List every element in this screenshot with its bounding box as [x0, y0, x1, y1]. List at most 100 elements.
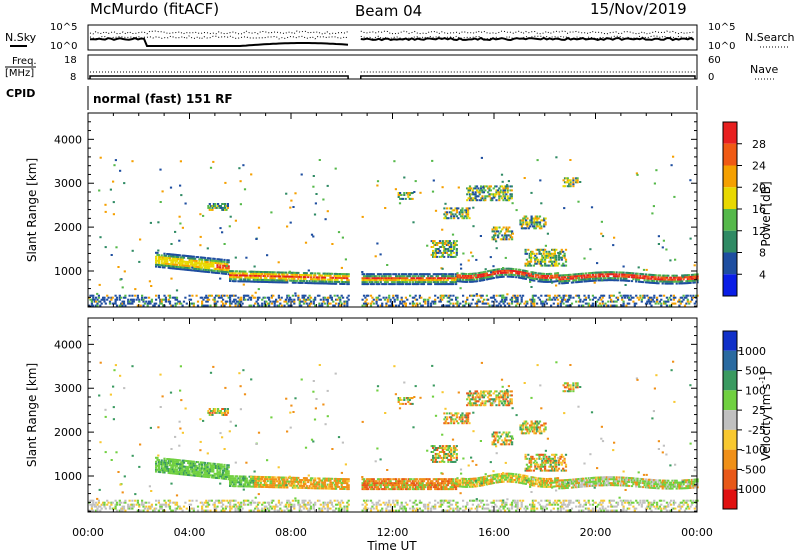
power-cell [470, 187, 473, 190]
velocity-cell [184, 471, 187, 474]
power-cell [577, 200, 580, 203]
velocity-cell [436, 478, 440, 481]
power-cell [556, 304, 560, 307]
power-cell [670, 298, 673, 301]
power-cell [483, 273, 486, 276]
velocity-cell [478, 482, 481, 485]
power-cell [138, 298, 141, 301]
power-cell [537, 217, 540, 220]
power-cell [570, 281, 574, 284]
velocity-cell [400, 486, 403, 489]
power-cell [439, 298, 442, 301]
velocity-cell [188, 472, 191, 475]
power-cell [326, 298, 329, 301]
power-cell [209, 269, 212, 272]
power-cell [240, 298, 243, 301]
power-cell [551, 248, 554, 251]
power-cell [385, 281, 388, 284]
power-cell [461, 209, 464, 212]
power-cell [510, 197, 513, 200]
power-cell [219, 264, 222, 267]
power-cell [450, 211, 453, 214]
velocity-cell [471, 481, 474, 484]
power-cell [90, 300, 93, 303]
power-cell [579, 280, 582, 283]
power-cell [466, 278, 469, 281]
velocity-cell [329, 477, 332, 480]
velocity-cell [157, 463, 160, 465]
velocity-cell [469, 479, 472, 482]
power-cell [418, 277, 421, 280]
velocity-cell [453, 482, 456, 485]
velocity-cell [369, 488, 373, 491]
power-cell [577, 304, 581, 307]
power-cell [289, 298, 292, 301]
power-cell [312, 300, 315, 303]
power-cell [185, 260, 188, 263]
power-cell [277, 275, 280, 278]
power-cell [446, 213, 449, 216]
power-cell [308, 302, 311, 305]
power-cell [111, 296, 114, 299]
power-cell [492, 296, 495, 299]
power-cell [570, 277, 574, 280]
power-cell [472, 206, 475, 209]
power-cell [469, 304, 472, 307]
velocity-cell [328, 487, 331, 490]
velocity-cell [481, 484, 484, 487]
power-cell [650, 277, 653, 280]
power-cell [97, 294, 100, 297]
power-cell [452, 275, 455, 278]
power-cell [591, 277, 594, 280]
power-cell [568, 185, 571, 188]
power-cell [508, 302, 511, 305]
power-cell [420, 275, 423, 278]
power-cell [544, 280, 547, 283]
power-cell [344, 258, 347, 261]
velocity-cell [403, 484, 406, 487]
power-cell [173, 259, 176, 262]
power-cell [272, 271, 275, 274]
power-cell [128, 302, 131, 305]
power-cell [283, 277, 286, 280]
power-cell [167, 265, 170, 267]
power-cell [258, 280, 261, 283]
power-cell [442, 281, 445, 284]
power-cell [448, 211, 451, 214]
power-cell [533, 225, 536, 228]
power-cell [545, 275, 548, 277]
power-cell [562, 179, 565, 182]
power-cell [244, 272, 247, 275]
power-cell [449, 298, 452, 301]
power-cell [639, 296, 642, 299]
velocity-cell [295, 478, 299, 481]
power-cell [337, 231, 341, 234]
power-cell [191, 259, 194, 262]
power-cell [343, 283, 346, 285]
power-cell [503, 185, 506, 188]
power-cell [388, 304, 391, 307]
power-cell [450, 298, 454, 301]
velocity-cell [372, 488, 375, 491]
velocity-cell [399, 486, 402, 489]
power-cell [550, 304, 553, 307]
power-cell [149, 221, 152, 224]
velocity-cell [265, 478, 268, 481]
power-cell [416, 277, 419, 280]
power-cell [148, 280, 151, 283]
power-cell [336, 274, 339, 277]
velocity-cell [417, 482, 420, 485]
power-cell [301, 281, 304, 284]
power-cell [470, 278, 473, 281]
power-cell [501, 298, 504, 301]
power-cell [545, 298, 548, 301]
power-cell [339, 275, 342, 277]
power-cell [181, 264, 184, 267]
velocity-cell [365, 486, 368, 489]
power-cell [414, 283, 417, 286]
power-cell [594, 275, 597, 278]
power-cell [378, 283, 381, 286]
power-cell [207, 205, 210, 207]
power-cell [163, 260, 166, 263]
power-cell [439, 296, 442, 299]
